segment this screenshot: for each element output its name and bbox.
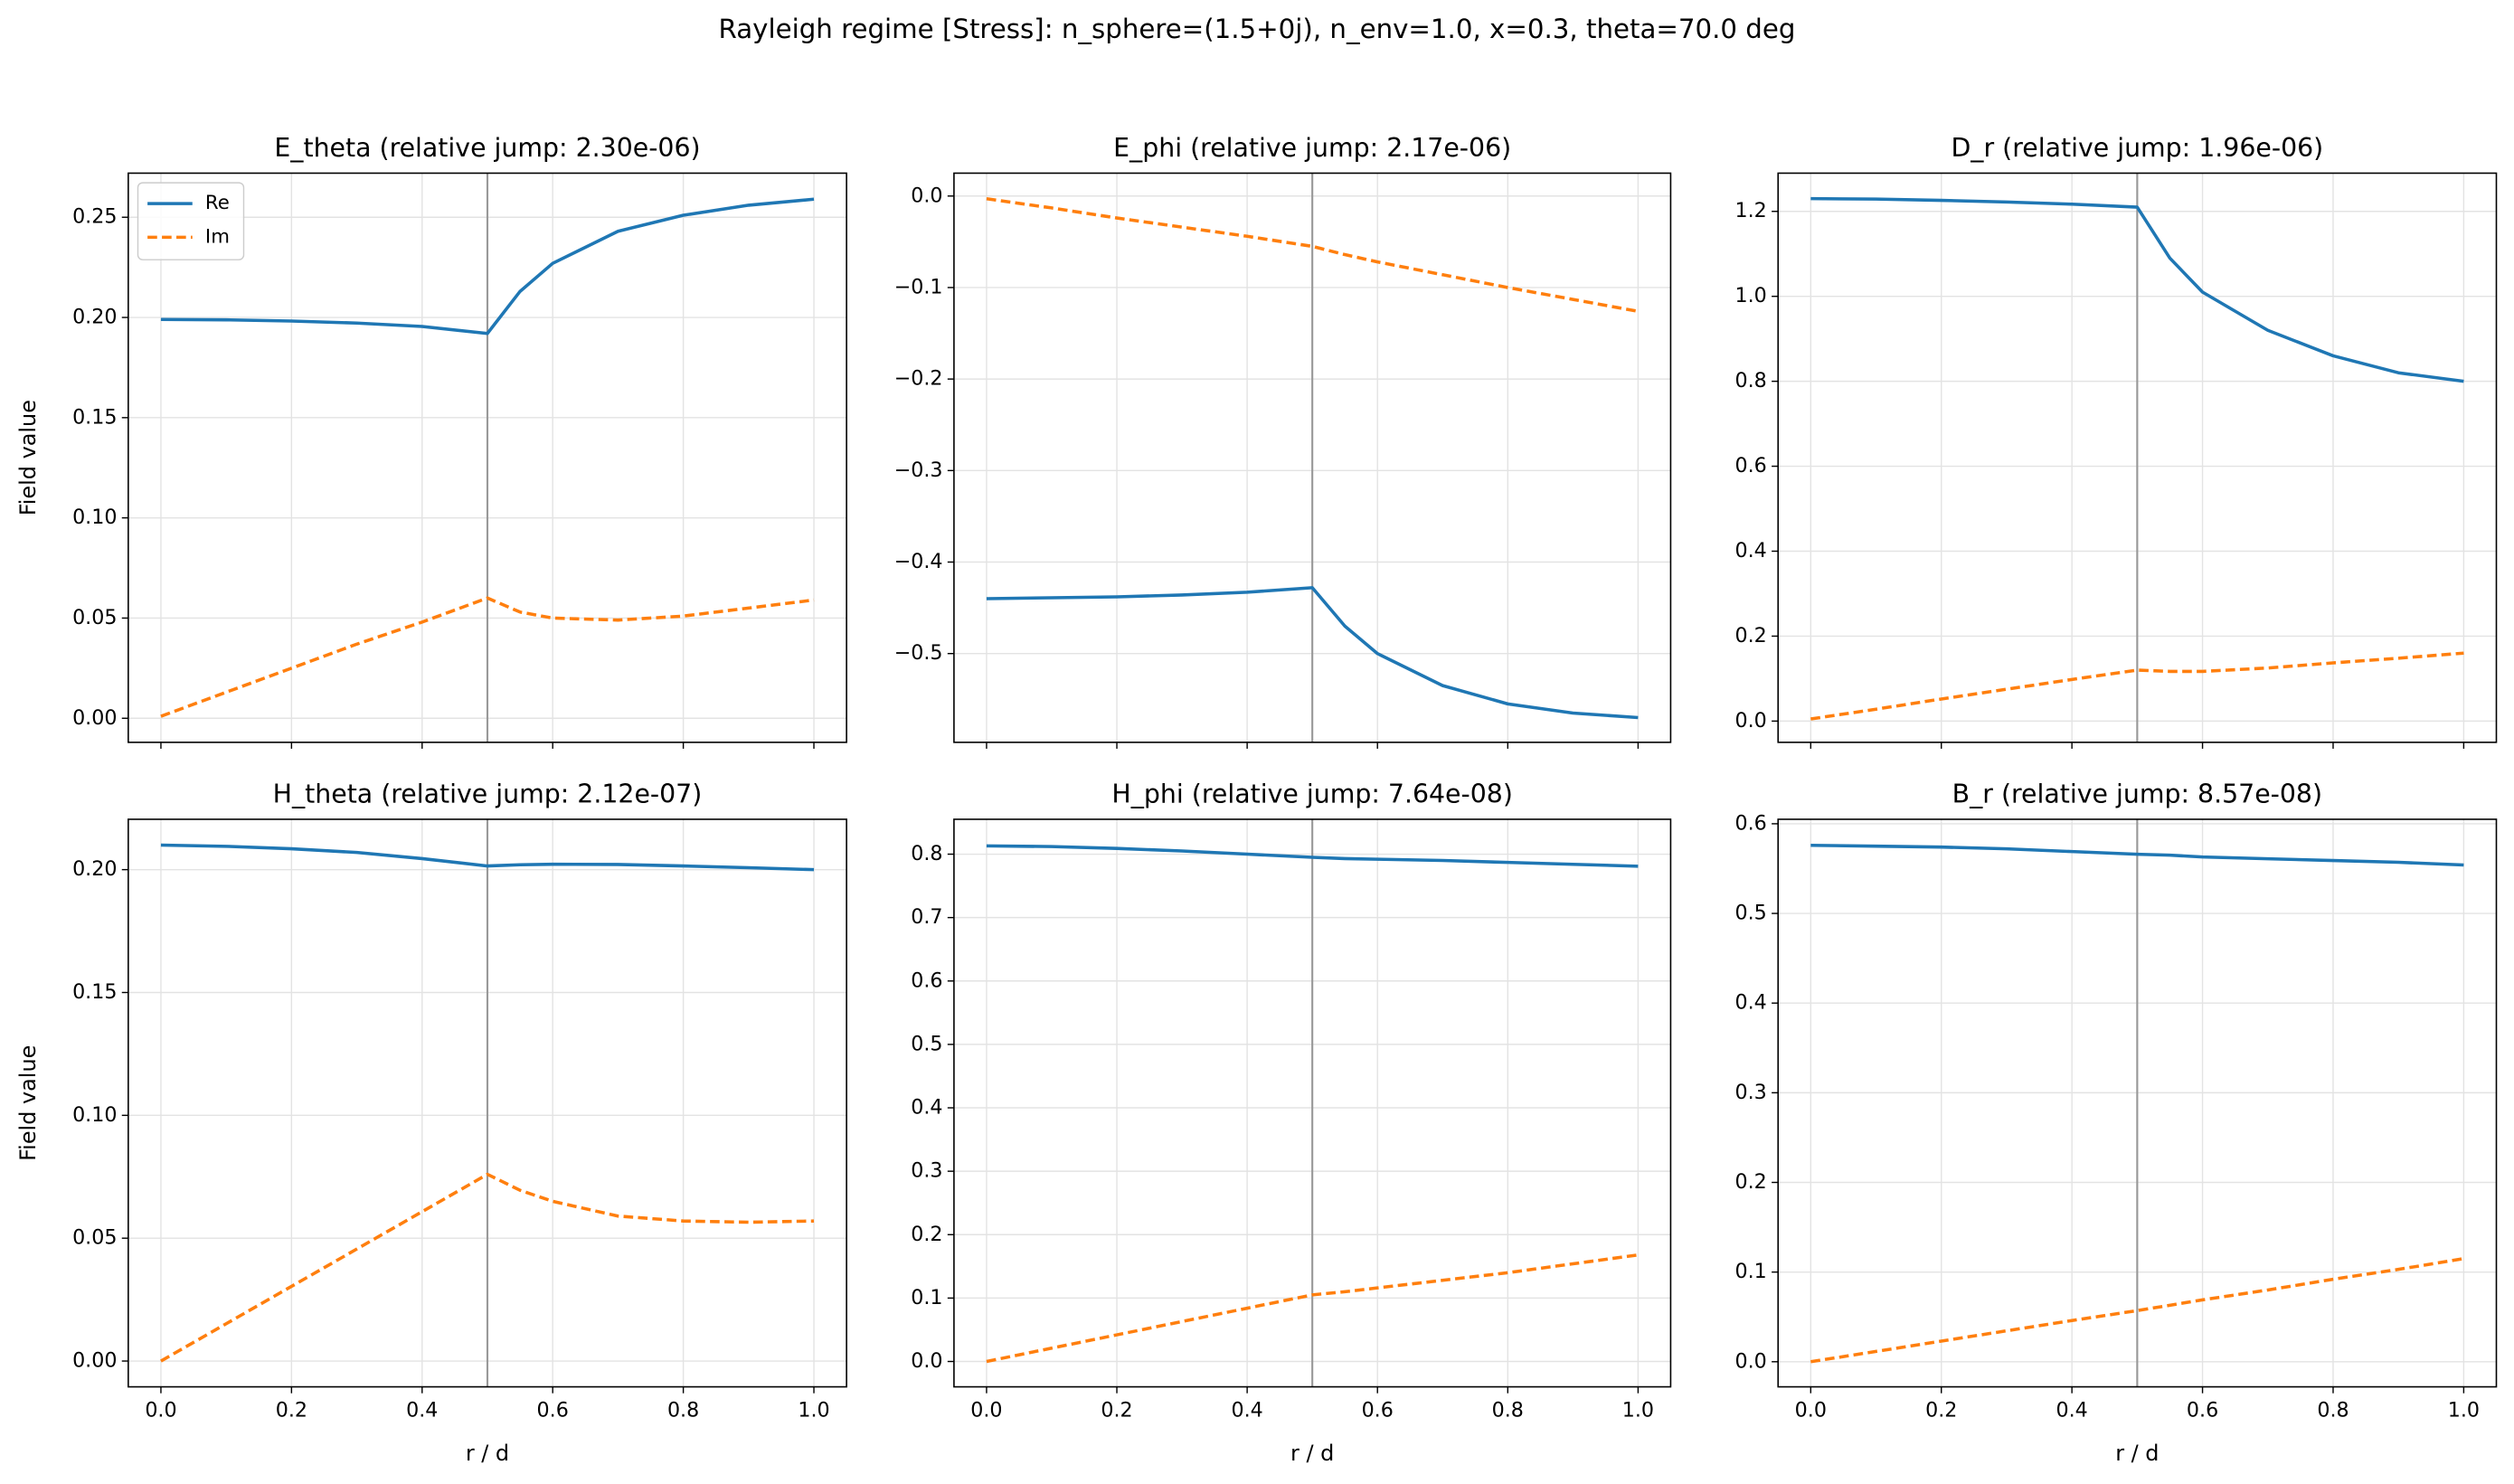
subplot-title: H_phi (relative jump: 7.64e-08)	[1111, 779, 1512, 808]
axes-frame	[953, 172, 1672, 743]
subplot-title: E_theta (relative jump: 2.30e-06)	[274, 133, 700, 163]
subplot: D_r (relative jump: 1.96e-06) 0.0 0.2 0.4 0.…	[1735, 133, 2498, 749]
x-tick-label: 0.6	[1362, 1399, 1394, 1423]
y-tick-label: 0.20	[72, 857, 117, 881]
y-tick-label: 0.6	[1735, 454, 1767, 477]
x-tick-label: 0.0	[145, 1399, 176, 1423]
y-tick-label: 0.05	[72, 1226, 117, 1250]
x-tick-label: 0.8	[1492, 1399, 1524, 1423]
series-line	[1810, 196, 2464, 383]
subplot: B_r (relative jump: 8.57e-08) 0.0 0.1 0.2 0.…	[1735, 779, 2498, 1466]
x-tick-label: 0.4	[2056, 1399, 2088, 1423]
y-tick-label: 0.25	[72, 205, 117, 229]
y-tick-label: 0.00	[72, 1349, 117, 1373]
suptitle: Rayleigh regime [Stress]: n_sphere=(1.5+…	[719, 14, 1796, 44]
y-tick-label: 0.1	[911, 1286, 942, 1309]
subplot: H_theta (relative jump: 2.12e-07) 0.00 0.0…	[15, 779, 847, 1466]
y-tick-label: 0.0	[1735, 709, 1767, 733]
subplot-title: D_r (relative jump: 1.96e-06)	[1951, 133, 2323, 163]
axes-frame	[953, 818, 1672, 1388]
series-line	[986, 1252, 1639, 1364]
x-tick-label: 0.4	[1231, 1399, 1262, 1423]
subplot: E_theta (relative jump: 2.30e-06) 0.00 0.0…	[15, 133, 847, 749]
y-tick-label: 0.6	[911, 969, 942, 992]
series-line	[986, 844, 1639, 868]
y-tick-label: −0.5	[894, 641, 943, 665]
axes-frame	[1777, 172, 2498, 743]
y-tick-label: 0.5	[1735, 902, 1767, 925]
y-tick-label: 0.00	[72, 706, 117, 730]
x-tick-label: 0.0	[970, 1399, 1002, 1423]
y-tick-label: −0.1	[894, 275, 943, 298]
series-line	[1810, 1257, 2464, 1364]
x-tick-label: 0.6	[2187, 1399, 2218, 1423]
axes-frame	[128, 818, 847, 1388]
x-axis-label: r / d	[1290, 1441, 1334, 1466]
x-tick-label: 0.4	[406, 1399, 438, 1423]
x-tick-label: 0.2	[1925, 1399, 1957, 1423]
x-tick-label: 0.8	[667, 1399, 699, 1423]
subplot-title: B_r (relative jump: 8.57e-08)	[1952, 779, 2322, 808]
series-line	[1810, 651, 2464, 721]
x-tick-label: 0.2	[276, 1399, 307, 1423]
axes-frame	[1777, 818, 2498, 1388]
y-tick-label: 0.4	[1735, 991, 1767, 1015]
y-tick-label: 0.4	[1735, 539, 1767, 562]
y-tick-label: 0.2	[1735, 1170, 1767, 1194]
y-tick-label: 0.0	[1735, 1349, 1767, 1373]
series-line	[160, 843, 815, 872]
y-tick-label: 1.0	[1735, 284, 1767, 307]
y-tick-label: 0.8	[911, 842, 942, 865]
x-tick-label: 0.8	[2317, 1399, 2349, 1423]
x-tick-label: 1.0	[798, 1399, 829, 1423]
series-line	[986, 197, 1639, 314]
y-tick-label: 0.10	[72, 506, 117, 529]
y-tick-label: 1.2	[1735, 199, 1767, 222]
y-tick-label: 0.0	[911, 1349, 942, 1373]
x-axis-label: r / d	[466, 1441, 509, 1466]
y-tick-label: 0.20	[72, 306, 117, 329]
y-axis-label: Field value	[15, 1045, 41, 1161]
x-tick-label: 1.0	[2448, 1399, 2480, 1423]
y-tick-label: 0.8	[1735, 369, 1767, 392]
y-tick-label: 0.15	[72, 405, 117, 429]
y-tick-label: 0.05	[72, 606, 117, 629]
y-tick-label: 0.2	[1735, 624, 1767, 647]
series-line	[160, 197, 815, 336]
y-tick-label: 0.10	[72, 1103, 117, 1127]
legend: Re Im	[137, 182, 245, 260]
series-line	[986, 586, 1639, 720]
x-tick-label: 0.0	[1795, 1399, 1827, 1423]
x-tick-label: 0.6	[537, 1399, 569, 1423]
y-tick-label: 0.1	[1735, 1260, 1767, 1283]
x-axis-label: r / d	[2115, 1441, 2159, 1466]
y-tick-label: 0.2	[911, 1223, 942, 1246]
y-tick-label: 0.0	[911, 184, 942, 207]
y-tick-label: −0.4	[894, 550, 943, 573]
y-tick-label: 0.4	[911, 1096, 942, 1120]
x-tick-label: 0.2	[1101, 1399, 1132, 1423]
subplot: E_phi (relative jump: 2.17e-06) 0.0 −0.1 −0…	[894, 133, 1672, 749]
subplot-title: H_theta (relative jump: 2.12e-07)	[273, 779, 703, 808]
y-tick-label: 0.3	[911, 1159, 942, 1183]
y-tick-label: 0.7	[911, 905, 942, 929]
y-tick-label: 0.5	[911, 1032, 942, 1055]
y-tick-label: 0.3	[1735, 1081, 1767, 1104]
series-line	[1810, 843, 2464, 867]
series-line	[160, 596, 815, 718]
legend-label: Im	[205, 225, 230, 248]
y-tick-label: −0.3	[894, 458, 943, 482]
axes-frame	[128, 172, 847, 743]
x-tick-label: 1.0	[1622, 1399, 1654, 1423]
y-tick-label: 0.6	[1735, 811, 1767, 835]
y-axis-label: Field value	[15, 400, 41, 515]
y-tick-label: −0.2	[894, 367, 943, 391]
legend-label: Re	[205, 192, 230, 214]
y-tick-label: 0.15	[72, 980, 117, 1004]
series-line	[160, 1172, 815, 1363]
subplot: H_phi (relative jump: 7.64e-08) 0.0 0.1 0.2…	[911, 779, 1672, 1466]
subplot-title: E_phi (relative jump: 2.17e-06)	[1113, 133, 1511, 163]
